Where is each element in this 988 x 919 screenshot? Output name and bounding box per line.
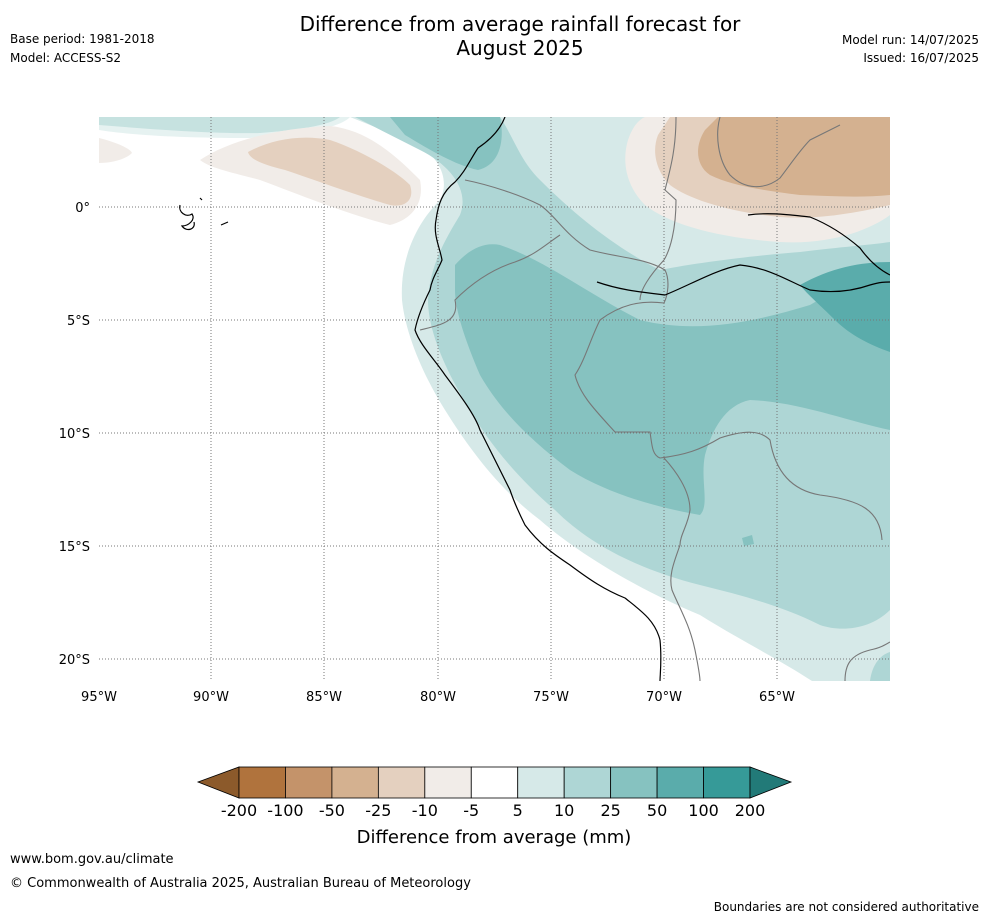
lon-label-85w: 85°W — [306, 690, 342, 705]
footer-disclaimer: Boundaries are not considered authoritat… — [713, 900, 979, 914]
colorbar-segment — [377, 766, 426, 799]
colorbar-segment — [656, 766, 704, 799]
colorbar-tick-label: -5 — [463, 801, 479, 820]
colorbar-segment — [563, 766, 612, 799]
lat-label-20s: 20°S — [59, 653, 90, 668]
footer-url[interactable]: www.bom.gov.au/climate — [10, 852, 174, 867]
model-run: Model run: 14/07/2025 — [841, 33, 979, 47]
colorbar-tick-label: -25 — [365, 801, 391, 820]
page-title: Difference from average rainfall forecas… — [0, 12, 988, 60]
anomaly-50-100 — [800, 262, 890, 352]
colorbar-left-extension — [196, 766, 240, 799]
issued-date: Issued: 16/07/2025 — [863, 51, 979, 65]
colorbar-segment — [610, 766, 658, 799]
anomaly-minus25-minus50-north — [698, 117, 890, 197]
colorbar-segment — [517, 766, 565, 799]
lon-label-65w: 65°W — [759, 690, 795, 705]
colorbar-segment — [285, 766, 333, 799]
colorbar-tick-label: 5 — [513, 801, 523, 820]
coastlines — [179, 117, 890, 681]
model-name: Model: ACCESS-S2 — [10, 51, 122, 65]
base-period: Base period: 1981-2018 — [10, 32, 155, 46]
lat-label-15s: 15°S — [59, 540, 90, 555]
colorbar-tick-label: 200 — [735, 801, 766, 820]
colorbar-tick-label: -50 — [319, 801, 345, 820]
colorbar-title: Difference from average (mm) — [357, 827, 632, 848]
lon-label-70w: 70°W — [646, 690, 682, 705]
colorbar-tick-label: 50 — [647, 801, 667, 820]
footer-copyright: © Commonwealth of Australia 2025, Austra… — [10, 876, 471, 891]
colorbar-segment — [424, 766, 472, 799]
colorbar-tick-label: 10 — [554, 801, 574, 820]
colorbar-tick-label: -200 — [221, 801, 257, 820]
lon-label-95w: 95°W — [81, 690, 117, 705]
colorbar-segment — [331, 766, 379, 799]
colorbar-right-extension — [749, 766, 793, 799]
anomaly-25-50 — [390, 117, 890, 515]
colorbar-tick-label: -100 — [267, 801, 303, 820]
lon-label-80w: 80°W — [420, 690, 456, 705]
lat-label-5s: 5°S — [67, 314, 90, 329]
colorbar-segment — [238, 766, 286, 799]
colorbar-segment — [470, 766, 519, 799]
lon-label-75w: 75°W — [533, 690, 569, 705]
colorbar: -200 -100 -50 -25 -10 -5 5 10 25 50 100 200 — [196, 766, 793, 820]
lon-label-90w: 90°W — [193, 690, 229, 705]
colorbar-tick-label: 100 — [688, 801, 719, 820]
title-line-2: August 2025 — [456, 36, 584, 60]
lat-label-10s: 10°S — [59, 427, 90, 442]
anomaly-bolivia-patch — [742, 535, 754, 546]
colorbar-tick-label: -10 — [412, 801, 438, 820]
anomaly-minus10-minus25-west — [248, 137, 412, 206]
lat-label-0: 0° — [75, 201, 90, 216]
colorbar-tick-label: 25 — [600, 801, 620, 820]
country-boundaries — [419, 117, 890, 681]
colorbar-segment — [703, 766, 751, 799]
title-line-1: Difference from average rainfall forecas… — [299, 12, 741, 36]
map-area — [99, 117, 890, 681]
